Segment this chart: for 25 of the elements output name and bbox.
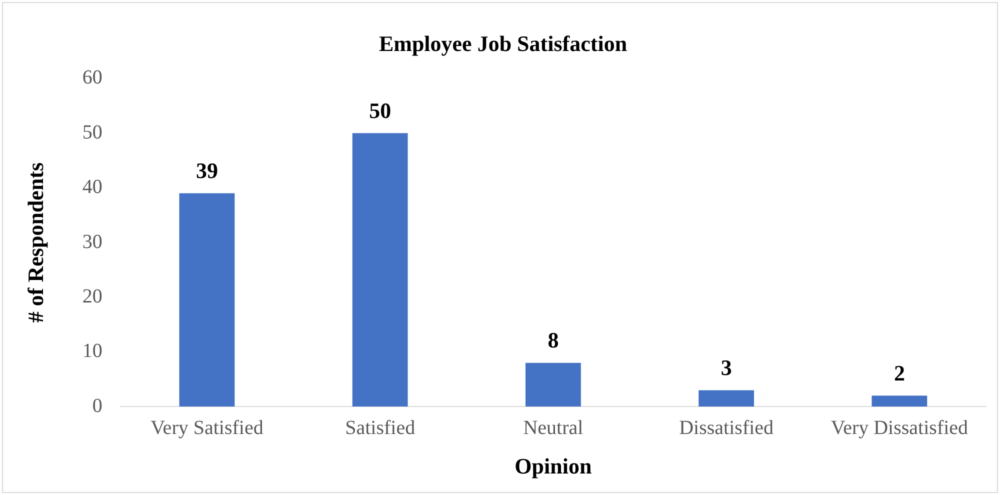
- bar: [352, 133, 408, 407]
- bar: [179, 193, 235, 407]
- data-label: 2: [894, 360, 905, 386]
- bar: [698, 390, 754, 407]
- x-tick-label: Satisfied: [345, 416, 416, 439]
- y-tick-label: 30: [82, 230, 102, 253]
- x-axis-title: Opinion: [514, 453, 592, 478]
- x-tick-label: Very Dissatisfied: [830, 416, 968, 439]
- y-tick-label: 50: [82, 121, 102, 144]
- x-tick-label: Dissatisfied: [679, 416, 774, 439]
- chart-title: Employee Job Satisfaction: [378, 30, 628, 56]
- data-label: 3: [720, 354, 732, 380]
- x-tick-label: Very Satisfied: [150, 416, 264, 439]
- y-axis-title: # of Respondents: [22, 162, 48, 323]
- y-tick-label: 60: [82, 66, 102, 89]
- y-tick-label: 10: [82, 340, 102, 362]
- data-label: 50: [369, 98, 392, 123]
- y-tick-label: 20: [82, 285, 102, 308]
- bar: [526, 362, 581, 407]
- bar: [872, 396, 928, 407]
- x-tick-label: Neutral: [523, 416, 584, 439]
- y-tick-label: 0: [92, 394, 102, 417]
- y-tick-label: 40: [82, 176, 102, 198]
- data-label: 8: [548, 328, 559, 353]
- data-label: 39: [196, 158, 218, 183]
